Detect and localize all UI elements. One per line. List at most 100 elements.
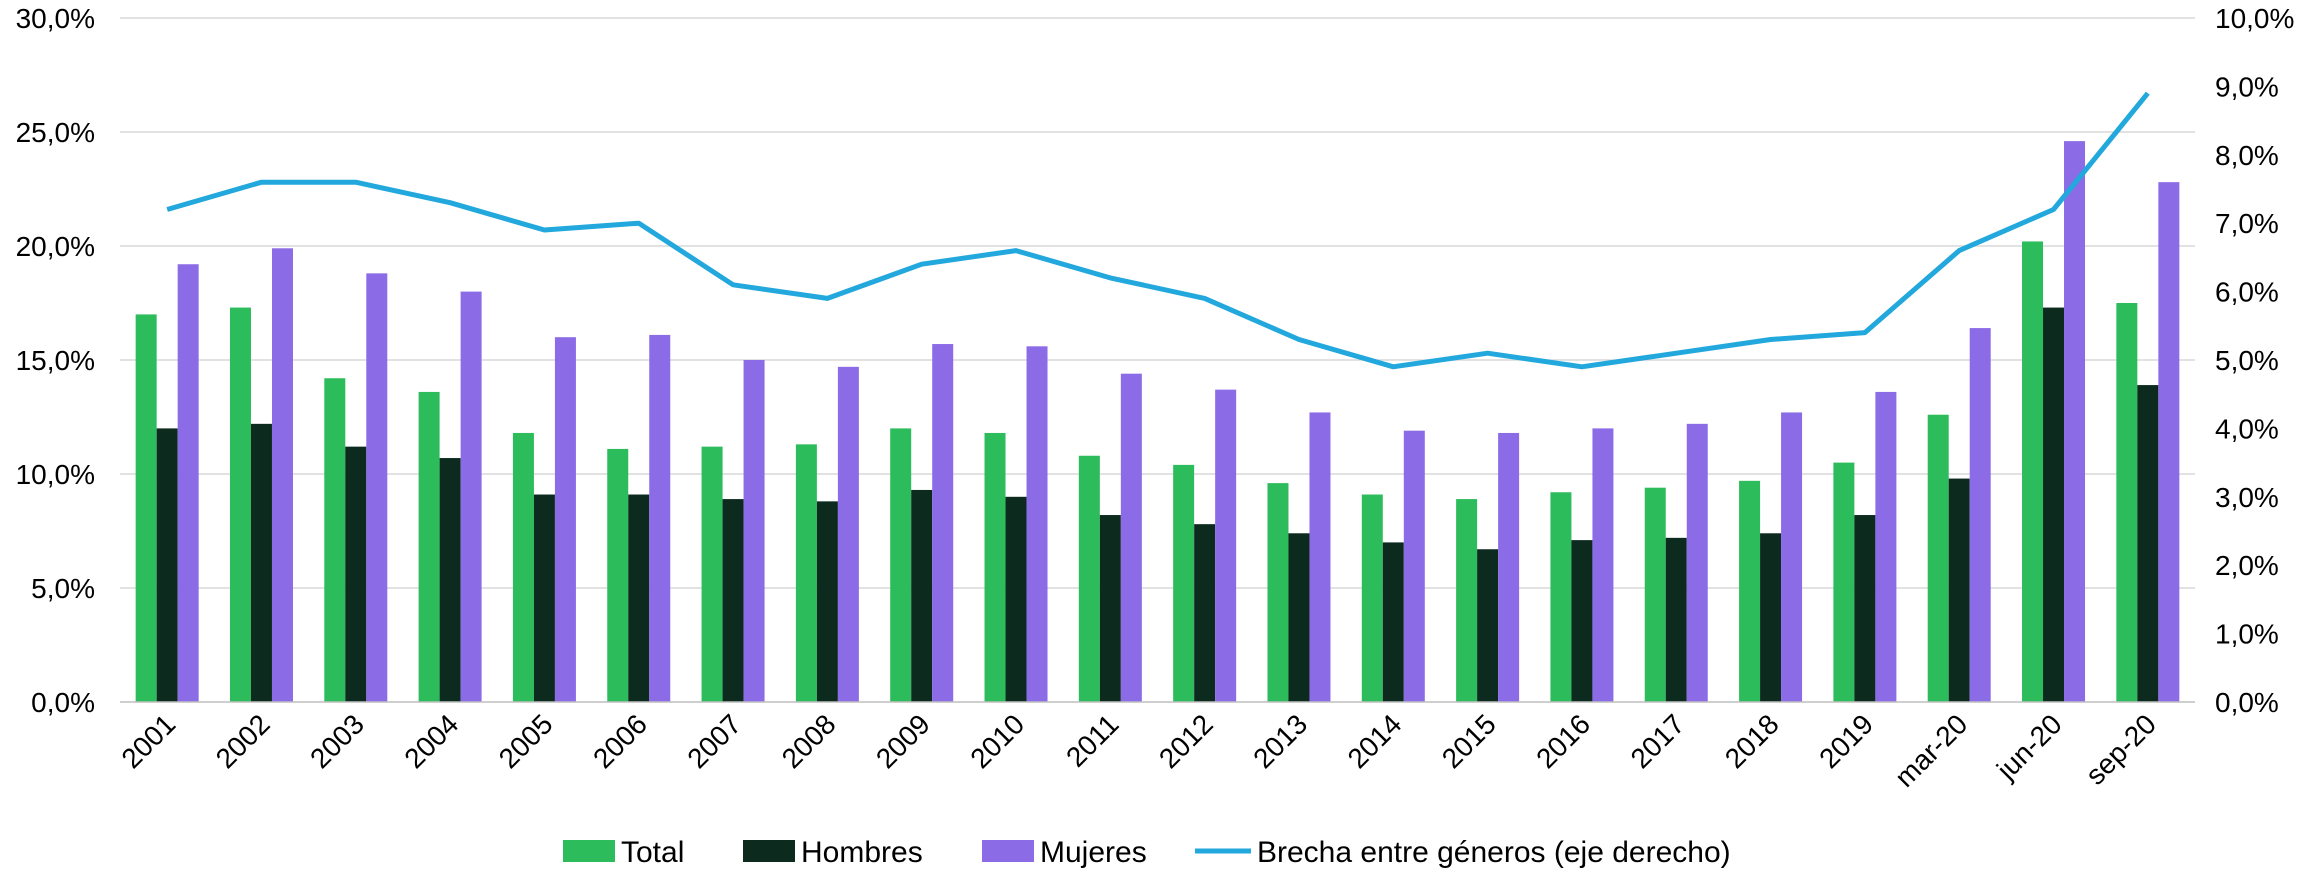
y-right-tick-label: 10,0%: [2215, 3, 2294, 34]
bar-mujeres-2007: [743, 360, 765, 702]
bar-hombres-2012: [1194, 524, 1216, 702]
legend-swatch-hombres: [743, 840, 795, 862]
y-left-tick-label: 20,0%: [16, 231, 95, 262]
bar-mujeres-2015: [1498, 432, 1520, 702]
bar-total-2009: [890, 428, 912, 702]
legend-label: Total: [621, 836, 684, 869]
bar-hombres-sep-20: [2137, 385, 2159, 702]
x-tick-label: 2014: [1342, 708, 1408, 774]
x-tick-label: 2017: [1625, 708, 1691, 774]
bar-total-sep-20: [2116, 303, 2138, 702]
y-right-tick-label: 0,0%: [2215, 687, 2279, 718]
y-right-tick-label: 3,0%: [2215, 482, 2279, 513]
bar-total-2016: [1550, 492, 1572, 702]
bar-hombres-2014: [1382, 542, 1404, 702]
bar-mujeres-2006: [649, 334, 671, 702]
bar-total-2002: [229, 307, 251, 702]
bar-mujeres-mar-20: [1969, 328, 1991, 702]
bar-hombres-2015: [1477, 549, 1499, 702]
bar-mujeres-2011: [1120, 373, 1142, 702]
bar-hombres-2017: [1665, 537, 1687, 702]
bar-hombres-2005: [533, 494, 555, 702]
bar-total-2007: [701, 446, 723, 702]
x-tick-label: 2003: [304, 708, 370, 774]
legend-label: Hombres: [801, 836, 923, 869]
gap-line: [166, 91, 2150, 370]
bar-total-2014: [1361, 494, 1383, 702]
bar-total-jun-20: [2022, 241, 2044, 702]
bar-mujeres-2012: [1215, 389, 1237, 702]
x-tick-label: 2001: [115, 708, 181, 774]
bar-total-2017: [1644, 487, 1666, 702]
bar-total-2005: [512, 432, 534, 702]
bar-hombres-jun-20: [2043, 307, 2065, 702]
bar-hombres-2003: [345, 446, 367, 702]
bar-mujeres-2019: [1875, 391, 1897, 702]
bar-mujeres-2004: [460, 291, 482, 702]
bar-mujeres-2003: [366, 273, 388, 702]
x-tick-label: 2007: [681, 708, 747, 774]
x-tick-label: 2009: [870, 708, 936, 774]
bar-mujeres-2018: [1781, 412, 1803, 702]
bar-total-2001: [135, 314, 157, 702]
bar-mujeres-2005: [554, 337, 576, 702]
bar-hombres-2002: [250, 423, 272, 702]
bar-hombres-2011: [1099, 515, 1121, 702]
bar-mujeres-2016: [1592, 428, 1614, 702]
x-tick-label: sep-20: [2080, 708, 2162, 790]
y-left-tick-label: 15,0%: [16, 345, 95, 376]
x-tick-label: 2002: [210, 708, 276, 774]
legend-swatch-total: [563, 840, 615, 862]
bar-hombres-2009: [911, 489, 933, 702]
x-tick-label: 2011: [1060, 708, 1125, 773]
bar-mujeres-sep-20: [2158, 182, 2180, 702]
bar-hombres-2019: [1854, 515, 1876, 702]
bar-mujeres-2002: [271, 248, 293, 702]
y-left-tick-label: 10,0%: [16, 459, 95, 490]
bar-total-2019: [1833, 462, 1855, 702]
bar-mujeres-2014: [1403, 430, 1425, 702]
x-tick-label: 2010: [964, 708, 1030, 774]
bar-total-mar-20: [1927, 414, 1949, 702]
x-tick-label: 2006: [587, 708, 653, 774]
y-right-tick-label: 7,0%: [2215, 208, 2279, 239]
bar-hombres-2016: [1571, 540, 1593, 702]
y-left-tick-label: 30,0%: [16, 3, 95, 34]
y-right-tick-label: 6,0%: [2215, 277, 2279, 308]
x-tick-label: 2008: [776, 708, 842, 774]
bar-hombres-2006: [628, 494, 650, 702]
x-tick-label: 2019: [1813, 708, 1879, 774]
bar-hombres-2018: [1760, 533, 1782, 702]
x-tick-label: jun-20: [1990, 708, 2068, 786]
y-right-tick-label: 9,0%: [2215, 71, 2279, 102]
bar-hombres-mar-20: [1948, 478, 1970, 702]
bar-total-2003: [324, 378, 346, 702]
x-tick-label: 2016: [1530, 708, 1596, 774]
y-right-tick-label: 8,0%: [2215, 140, 2279, 171]
bar-total-2010: [984, 432, 1006, 702]
bar-mujeres-2013: [1309, 412, 1331, 702]
bar-hombres-2013: [1288, 533, 1310, 702]
bar-mujeres-2009: [932, 344, 954, 702]
bar-total-2013: [1267, 483, 1289, 702]
y-left-tick-label: 0,0%: [31, 687, 95, 718]
bar-total-2018: [1739, 480, 1761, 702]
bar-total-2011: [1078, 455, 1100, 702]
y-right-tick-label: 4,0%: [2215, 413, 2279, 444]
x-tick-label: mar-20: [1889, 708, 1974, 793]
bar-mujeres-2010: [1026, 346, 1048, 702]
x-tick-label: 2015: [1436, 708, 1502, 774]
legend-swatch-mujeres: [982, 840, 1034, 862]
y-right-tick-label: 5,0%: [2215, 345, 2279, 376]
bar-total-2012: [1173, 464, 1195, 702]
x-tick-label: 2018: [1719, 708, 1785, 774]
legend-label: Brecha entre géneros (eje derecho): [1257, 836, 1731, 869]
bar-hombres-2007: [722, 499, 744, 702]
x-tick-label: 2013: [1247, 708, 1313, 774]
bar-mujeres-jun-20: [2064, 141, 2086, 702]
x-tick-label: 2004: [398, 708, 464, 774]
x-tick-label: 2012: [1153, 708, 1219, 774]
bar-total-2015: [1456, 499, 1478, 702]
bars: [135, 141, 2180, 702]
